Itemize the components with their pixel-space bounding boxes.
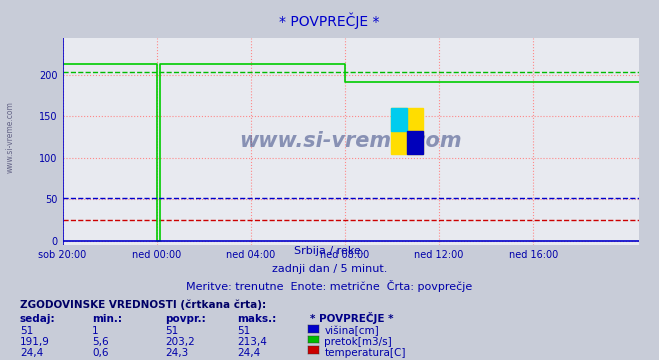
- Text: temperatura[C]: temperatura[C]: [324, 348, 406, 358]
- Text: višina[cm]: višina[cm]: [324, 326, 379, 336]
- Bar: [391, 108, 407, 131]
- Text: Srbija / reke.: Srbija / reke.: [295, 246, 364, 256]
- Text: 0,6: 0,6: [92, 348, 109, 358]
- Text: ZGODOVINSKE VREDNOSTI (črtkana črta):: ZGODOVINSKE VREDNOSTI (črtkana črta):: [20, 299, 266, 310]
- Text: www.si-vreme.com: www.si-vreme.com: [5, 101, 14, 173]
- Text: zadnji dan / 5 minut.: zadnji dan / 5 minut.: [272, 264, 387, 274]
- Text: * POVPREČJE *: * POVPREČJE *: [310, 312, 393, 324]
- Text: * POVPREČJE *: * POVPREČJE *: [279, 13, 380, 29]
- Text: 203,2: 203,2: [165, 337, 194, 347]
- Bar: [407, 131, 423, 154]
- Text: 1: 1: [92, 326, 99, 336]
- Text: sedaj:: sedaj:: [20, 314, 55, 324]
- Bar: [391, 108, 423, 154]
- Text: 51: 51: [165, 326, 178, 336]
- Text: 51: 51: [20, 326, 33, 336]
- Text: 5,6: 5,6: [92, 337, 109, 347]
- Text: 51: 51: [237, 326, 250, 336]
- Text: 213,4: 213,4: [237, 337, 267, 347]
- Text: min.:: min.:: [92, 314, 123, 324]
- Text: pretok[m3/s]: pretok[m3/s]: [324, 337, 392, 347]
- Text: 24,4: 24,4: [20, 348, 43, 358]
- Text: 24,3: 24,3: [165, 348, 188, 358]
- Text: 191,9: 191,9: [20, 337, 49, 347]
- Text: maks.:: maks.:: [237, 314, 277, 324]
- Text: www.si-vreme.com: www.si-vreme.com: [240, 131, 462, 151]
- Text: Meritve: trenutne  Enote: metrične  Črta: povprečje: Meritve: trenutne Enote: metrične Črta: …: [186, 280, 473, 292]
- Text: 24,4: 24,4: [237, 348, 260, 358]
- Text: povpr.:: povpr.:: [165, 314, 206, 324]
